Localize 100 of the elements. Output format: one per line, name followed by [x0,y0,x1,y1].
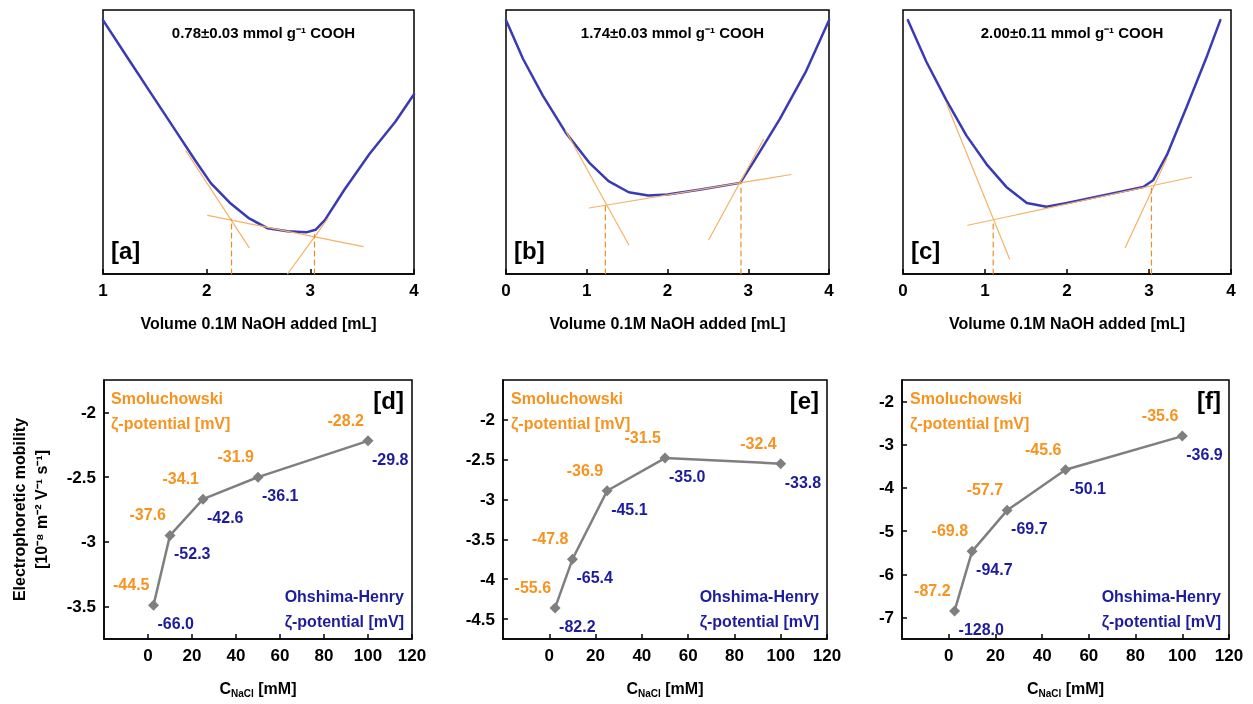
x-tick-label: 60 [270,646,290,665]
annotation: Ohshima-Henry ζ-potential [mV] [1101,588,1221,631]
point [362,435,374,447]
annotation: -45.6 [1025,440,1062,458]
point [1176,430,1188,442]
chart-title: 2.00±0.11 mmol g⁻¹ COOH [980,24,1164,41]
point [252,471,264,483]
x-tick-label: 3 [305,281,316,300]
x-axis-title: Volume 0.1M NaOH added [mL] [948,314,1186,332]
annotation: -66.0 [157,615,195,633]
x-tick-label: 0 [898,281,908,300]
annotation: Smoluchowski ζ-potential [mV] [910,390,1030,433]
point [659,452,671,464]
point [549,602,561,614]
y-axis-title: Electrophoretic mobility [10⁻⁸ m⁻² V⁻¹ s⁻¹] [10,417,50,602]
y-tick-label: -2 [479,410,495,430]
annotation: -82.2 [559,617,596,635]
x-tick-label: 0 [943,646,954,665]
annotation: -36.1 [262,487,299,505]
annotation: -44.5 [113,576,150,594]
point [601,485,613,497]
x-tick-label: 3 [1144,281,1154,300]
y-tick-label: -4 [479,569,496,589]
x-tick-label: 20 [586,646,606,665]
annotation: [b] [514,237,545,264]
point [164,529,176,541]
y-tick-label: -2.5 [66,467,96,487]
annotation: -37.6 [129,506,167,524]
annotation: -128.0 [958,620,1005,638]
x-tick-label: 80 [314,646,334,665]
point [1001,504,1013,516]
x-tick-label: 20 [182,646,202,665]
point [966,545,978,557]
annotation: -69.8 [931,522,969,540]
point [1060,464,1071,476]
x-tick-label: 0 [544,646,555,665]
annotation: [e] [789,387,820,414]
y-tick-label: -4 [878,478,895,498]
annotation: -28.2 [327,411,365,429]
y-tick-label: -5 [878,521,894,541]
annotation: [d] [373,387,405,414]
annotation: -34.1 [162,470,200,488]
point [148,599,159,611]
annotation: -57.7 [966,481,1004,499]
x-tick-label: 20 [985,646,1005,665]
annotation: [a] [111,237,141,264]
annotation: -52.3 [174,545,211,563]
annotation: -29.8 [372,450,409,468]
annotation: -31.9 [217,448,255,466]
x-tick-label: 0 [501,281,511,300]
x-tick-label: 40 [226,646,246,665]
point [566,553,578,565]
x-axis-title: Volume 0.1M NaOH added [mL] [140,314,377,332]
y-tick-label: -3 [878,435,894,455]
y-tick-label: -4.5 [465,609,495,629]
x-tick-label: 1 [980,281,990,300]
annotation: -42.6 [207,509,244,527]
x-tick-label: 2 [1062,281,1072,300]
y-tick-label: -3 [479,490,495,510]
x-axis-title: Volume 0.1M NaOH added [mL] [549,314,786,332]
x-tick-label: 40 [1032,646,1052,665]
x-tick-label: 120 [397,646,427,665]
chart-title: 1.74±0.03 mmol g⁻¹ COOH [580,24,765,41]
y-tick-label: -2.5 [465,450,495,470]
annotation: Smoluchowski ζ-potential [mV] [511,390,631,433]
x-tick-label: 100 [353,646,383,665]
annotation: Ohshima-Henry ζ-potential [mV] [699,588,819,631]
point [197,493,209,505]
x-tick-label: 80 [1126,646,1146,665]
y-tick-label: -2 [80,402,96,422]
x-tick-label: 4 [409,281,420,300]
annotation: -45.1 [611,500,648,518]
x-tick-label: 100 [1168,646,1197,665]
annotation: -32.4 [740,434,777,452]
y-tick-label: -3.5 [465,529,495,549]
annotation: -94.7 [976,561,1013,579]
annotation: Ohshima-Henry ζ-potential [mV] [284,588,404,631]
y-tick-label: -3.5 [66,597,96,617]
x-tick-label: 100 [766,646,795,665]
y-tick-label: -2 [878,392,894,412]
annotation: -47.8 [531,530,569,548]
x-tick-label: 60 [1079,646,1099,665]
annotation: -50.1 [1069,479,1107,497]
x-tick-label: 2 [662,281,673,300]
point [775,458,787,470]
x-tick-label: 120 [812,646,842,665]
x-tick-label: 1 [98,281,108,300]
annotation: -87.2 [914,581,951,599]
annotation: Smoluchowski ζ-potential [mV] [111,390,231,433]
annotation: -36.9 [566,461,604,479]
x-tick-label: 60 [678,646,698,665]
y-tick-label: -7 [878,607,894,627]
x-tick-label: 120 [1214,646,1244,665]
point [949,605,961,617]
annotation: [c] [911,237,941,264]
x-tick-label: 80 [724,646,744,665]
annotation: -55.6 [514,578,552,596]
x-tick-label: 4 [824,281,835,300]
x-tick-label: 4 [1226,281,1237,300]
annotation: -35.6 [1141,407,1179,425]
